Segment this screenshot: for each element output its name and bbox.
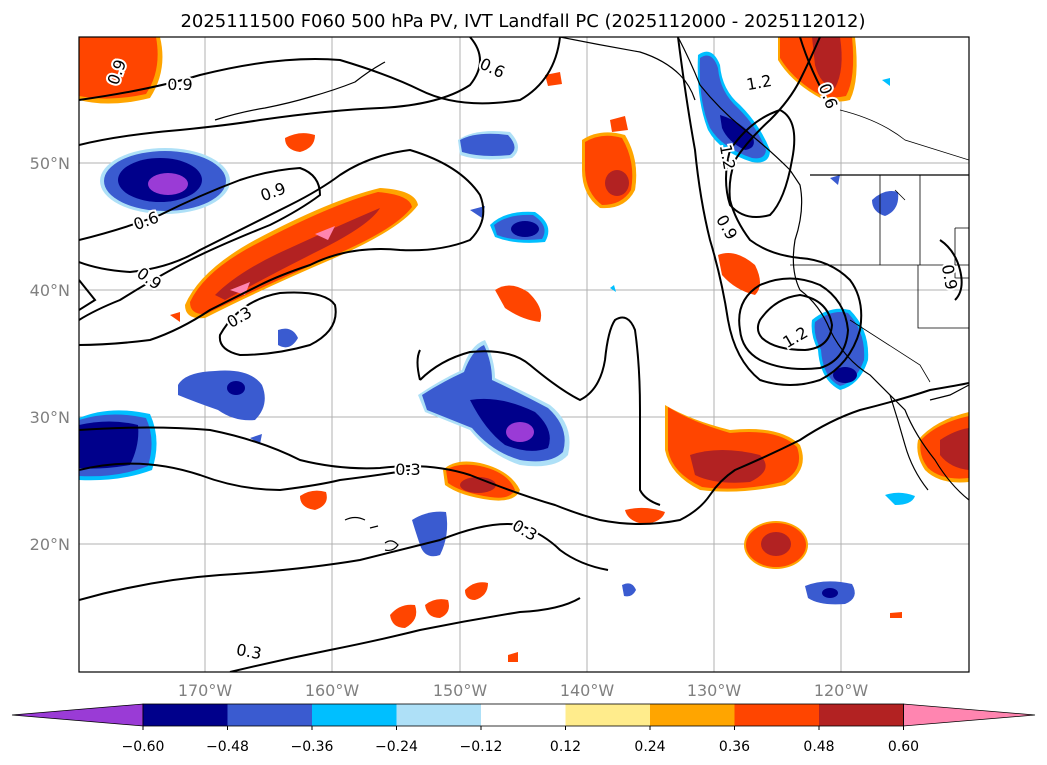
pv-contour-layer xyxy=(79,37,969,672)
map-title: 2025111500 F060 500 hPa PV, IVT Landfall… xyxy=(180,11,865,32)
latitude-labels: 50°N 40°N 30°N 20°N xyxy=(30,154,70,554)
contour-label: 0.3 xyxy=(395,460,420,479)
lat-label: 40°N xyxy=(30,281,70,300)
colorbar-segment xyxy=(312,704,397,726)
colorbar-tick-label: 0.60 xyxy=(888,739,919,755)
colorbar-tick-label: −0.36 xyxy=(291,739,334,755)
colorbar-extend-low xyxy=(11,703,144,727)
colorbar xyxy=(11,703,1036,727)
lat-label: 20°N xyxy=(30,535,70,554)
colorbar-tick-label: 0.36 xyxy=(719,739,750,755)
lon-label: 150°W xyxy=(433,681,488,700)
colorbar-labels: −0.60 −0.48 −0.36 −0.24 −0.12 0.12 0.24 0.36 0.4… xyxy=(122,726,919,755)
lon-label: 120°W xyxy=(814,681,869,700)
colorbar-segment xyxy=(227,704,313,726)
colorbar-segment xyxy=(143,704,228,726)
colorbar-tick-label: −0.12 xyxy=(460,739,503,755)
colorbar-segment xyxy=(481,704,566,726)
lat-label: 30°N xyxy=(30,408,70,427)
colorbar-tick-label: 0.12 xyxy=(550,739,581,755)
colorbar-tick-label: 0.48 xyxy=(803,739,834,755)
lon-label: 130°W xyxy=(687,681,742,700)
lat-label: 50°N xyxy=(30,154,70,173)
lon-label: 170°W xyxy=(178,681,233,700)
contour-label: 0.9 xyxy=(167,75,192,94)
colorbar-tick-label: 0.24 xyxy=(634,739,665,755)
colorbar-tick-label: −0.60 xyxy=(122,739,165,755)
contour-label: 1.2 xyxy=(716,143,739,171)
colorbar-outline xyxy=(142,703,904,727)
pv-fill-layer xyxy=(79,37,969,662)
lon-label: 160°W xyxy=(305,681,360,700)
colorbar-segment xyxy=(650,704,735,726)
colorbar-extend-high xyxy=(903,703,1036,727)
colorbar-segment xyxy=(565,704,651,726)
map-frame xyxy=(78,36,970,673)
colorbar-segment xyxy=(819,704,904,726)
lon-label: 140°W xyxy=(560,681,615,700)
coastline-layer xyxy=(214,37,969,552)
longitude-labels: 170°W 160°W 150°W 140°W 130°W 120°W xyxy=(178,681,869,700)
colorbar-segment xyxy=(396,704,482,726)
colorbar-tick-label: −0.48 xyxy=(206,739,249,755)
colorbar-tick-label: −0.24 xyxy=(375,739,418,755)
colorbar-segment xyxy=(734,704,820,726)
